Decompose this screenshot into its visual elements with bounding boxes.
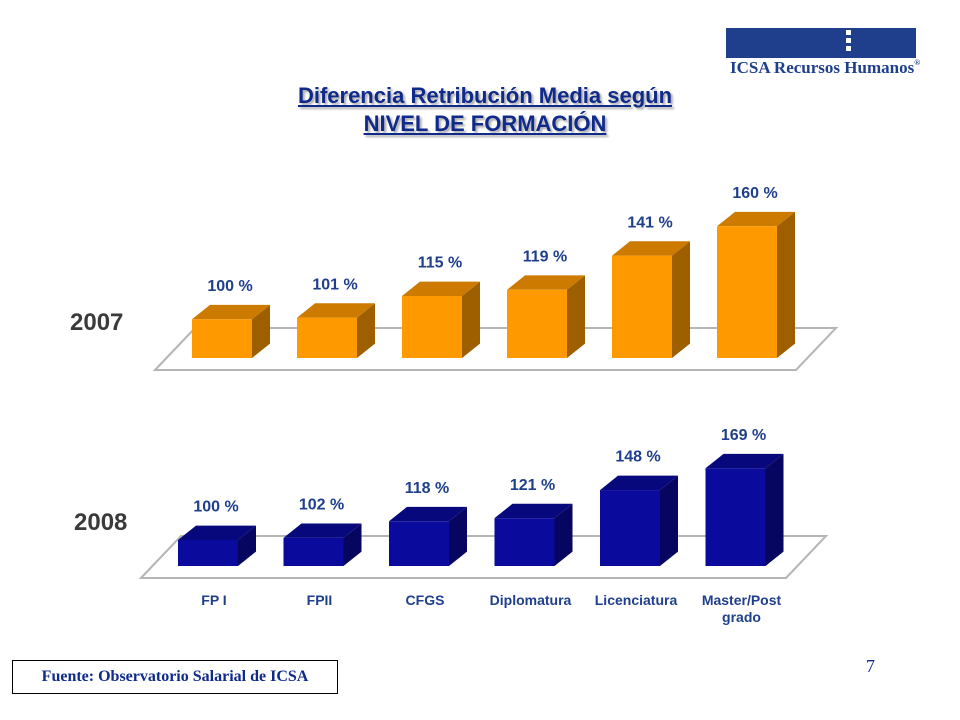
- logo-name: ICSA Recursos Humanos: [730, 58, 915, 77]
- data-label-2007-4: 141 %: [627, 214, 672, 231]
- logo-band: [726, 28, 916, 58]
- data-label-2008-3: 121 %: [510, 477, 555, 494]
- data-label-2008-1: 102 %: [299, 497, 344, 514]
- bar-2007-2: [402, 296, 462, 358]
- bar-2007-5: [717, 226, 777, 358]
- data-label-2008-4: 148 %: [615, 449, 660, 466]
- category-label-1: FPII: [307, 592, 333, 608]
- bar-2008-0: [178, 540, 238, 566]
- bar-2007-3: [507, 289, 567, 358]
- data-label-2007-2: 115 %: [418, 255, 462, 272]
- data-label-2008-0: 100 %: [193, 499, 238, 516]
- icsa-logo: ICSA Recursos Humanos®: [726, 28, 920, 80]
- bar-side-2008-2: [449, 506, 467, 566]
- bar-2008-2: [389, 521, 449, 566]
- series-label-2007: 2007: [70, 309, 123, 336]
- bar-side-2007-1: [357, 303, 375, 358]
- page-title: Diferencia Retribución Media según NIVEL…: [230, 82, 740, 138]
- bar-side-2007-5: [777, 211, 795, 358]
- bar-side-2007-2: [462, 281, 480, 358]
- bar-top-2007-1: [297, 303, 375, 318]
- title-line-2: NIVEL DE FORMACIÓN: [363, 111, 607, 136]
- bar-2008-3: [494, 518, 555, 566]
- bar-top-2008-2: [389, 506, 467, 522]
- logo-text: ICSA Recursos Humanos®: [730, 58, 920, 78]
- data-label-2008-2: 118 %: [405, 480, 449, 497]
- data-label-2007-0: 100 %: [207, 278, 252, 295]
- bar-top-2008-3: [494, 503, 573, 519]
- bar-2008-1: [283, 537, 344, 566]
- bar-side-2008-0: [238, 525, 256, 566]
- category-label-2: CFGS: [406, 592, 445, 608]
- bar-side-2007-3: [567, 275, 585, 358]
- bar-2007-0: [192, 319, 252, 358]
- bar-top-2008-1: [283, 523, 362, 538]
- series-label-2008: 2008: [74, 509, 127, 536]
- title-line-1: Diferencia Retribución Media según: [297, 83, 673, 108]
- bar-2007-1: [297, 317, 357, 358]
- bar-top-2007-5: [717, 211, 795, 227]
- bar-side-2007-4: [672, 241, 690, 358]
- data-label-2007-3: 119 %: [523, 248, 567, 265]
- data-label-2007-1: 101 %: [312, 276, 357, 293]
- bar-side-2008-1: [343, 523, 362, 566]
- bar-top-2007-2: [402, 281, 480, 296]
- source-note: Fuente: Observatorio Salarial de ICSA: [12, 660, 338, 694]
- page-number: 7: [866, 656, 875, 676]
- bar-side-2008-4: [660, 475, 678, 566]
- data-label-2008-5: 169 %: [721, 427, 766, 444]
- bar-top-2008-5: [705, 453, 784, 469]
- bar-side-2008-3: [554, 503, 573, 566]
- logo-dots-icon: [846, 30, 852, 56]
- bar-2007-4: [612, 255, 672, 358]
- bar-2008-5: [705, 468, 766, 566]
- bar-2008-4: [600, 490, 660, 566]
- bar-top-2007-0: [192, 304, 270, 320]
- category-label-4: Licenciatura: [595, 592, 678, 608]
- bar-side-2007-0: [252, 304, 270, 358]
- category-label-0: FP I: [201, 592, 226, 608]
- category-label-5: Master/Post grado: [702, 592, 782, 625]
- bar-top-2008-4: [600, 475, 678, 491]
- category-label-3: Diplomatura: [490, 592, 572, 608]
- logo-registered-mark: ®: [914, 58, 921, 67]
- bar-top-2007-4: [612, 241, 690, 256]
- data-label-2007-5: 160 %: [732, 185, 777, 202]
- bar-side-2008-5: [765, 453, 784, 566]
- bar-top-2007-3: [507, 275, 585, 290]
- bar-top-2008-0: [178, 525, 256, 540]
